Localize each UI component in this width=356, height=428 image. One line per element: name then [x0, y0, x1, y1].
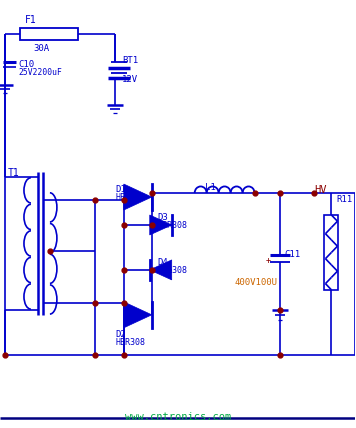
- Bar: [324, 215, 339, 290]
- Text: D3: D3: [158, 213, 168, 222]
- Text: 25V2200uF: 25V2200uF: [18, 68, 62, 77]
- Text: R11: R11: [336, 195, 352, 204]
- Polygon shape: [150, 260, 172, 280]
- Polygon shape: [124, 184, 152, 210]
- Text: C10: C10: [18, 60, 34, 69]
- Text: L1: L1: [205, 183, 215, 192]
- Text: D2: D2: [116, 330, 126, 339]
- Text: D1: D1: [116, 185, 126, 194]
- Text: D4: D4: [158, 258, 168, 267]
- Text: HER308: HER308: [158, 221, 188, 230]
- Text: 12V: 12V: [122, 75, 138, 84]
- Text: +: +: [266, 256, 271, 265]
- Text: HV: HV: [314, 185, 327, 195]
- Polygon shape: [124, 302, 152, 328]
- Text: 400V100U: 400V100U: [235, 278, 278, 287]
- Text: F1: F1: [25, 15, 37, 25]
- Polygon shape: [150, 215, 172, 235]
- Text: HER308: HER308: [116, 193, 146, 202]
- Text: BT1: BT1: [122, 56, 138, 65]
- Text: 30A: 30A: [33, 44, 49, 54]
- Text: T1: T1: [8, 168, 20, 178]
- Bar: [20, 28, 78, 40]
- Text: HER308: HER308: [158, 266, 188, 275]
- Text: C11: C11: [284, 250, 300, 259]
- Text: HER308: HER308: [116, 338, 146, 347]
- Text: www.cntronics.com: www.cntronics.com: [125, 412, 231, 422]
